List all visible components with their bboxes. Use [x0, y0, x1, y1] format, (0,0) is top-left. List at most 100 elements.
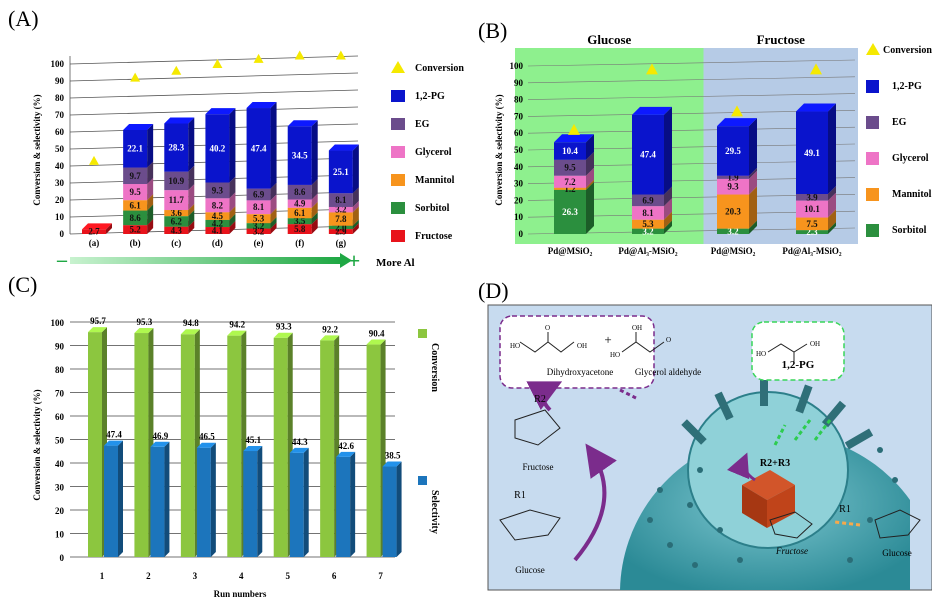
- y-tick-c-6: 60: [55, 412, 65, 422]
- bar-c-2-1-side: [210, 442, 216, 557]
- bar-a-4-5-side: [270, 102, 277, 189]
- panel-c-bars: 95.7 47.4 95.3 46.9 94.8 46.5 94.2 45.1 93.3 44.3…: [88, 316, 402, 557]
- bar-a-3-1-front: [205, 219, 230, 228]
- bar-b-0-0-front: [554, 189, 586, 234]
- bar-a-1-2-side: [147, 194, 154, 211]
- label-b-1-4: 47.4: [640, 150, 656, 160]
- y-tick-4: 40: [55, 161, 65, 171]
- panel-a-bars: 2.7 5.2 8.6 6.1 9.5 9.7 22.1 4.36.23.6 11.7 10.9 2…: [82, 102, 359, 237]
- conversion-marker-a-3: [212, 59, 223, 68]
- bar-b-2-2-side: [749, 170, 757, 195]
- bar-a-1-1-side: [147, 204, 154, 226]
- bar-a-4-3-side: [270, 194, 277, 215]
- legend-a-marker-0: [391, 61, 405, 73]
- panel-b-bars: 26.31.27.29.510.43.25.38.16.947.43.220.3…: [554, 103, 836, 237]
- bar-a-4-2-side: [270, 208, 277, 224]
- propanediol-structure: [767, 343, 808, 362]
- bar-a-3-2-front: [205, 212, 230, 220]
- label-b-2-3: 1.9: [727, 172, 739, 182]
- panel-b-letter: (B): [478, 18, 507, 43]
- label-b-2-4: 29.5: [725, 146, 741, 156]
- label-a-4-0: 3.2: [253, 226, 265, 236]
- bar-a-2-3-front: [164, 190, 189, 211]
- bar-b-3-4-front: [796, 111, 828, 195]
- bar-a-6-1-side: [352, 219, 359, 230]
- group-label-fructose: Fructose: [757, 32, 806, 47]
- label-a-3-5: 40.2: [210, 143, 226, 153]
- label-b-1-1: 5.3: [642, 219, 654, 229]
- bar-b-2-4-front: [717, 126, 749, 176]
- fructose-ring-left: [514, 409, 561, 446]
- bar-a-5-4-front: [287, 184, 312, 200]
- bar-a-2-0-front: [164, 226, 189, 234]
- label-a-5-1: 3.5: [294, 216, 306, 226]
- x-tick-b-3: Pd@Al₃-MSiO₂: [782, 246, 842, 256]
- bar-b-2-0-front: [717, 228, 749, 234]
- bar-a-6-4-side: [352, 187, 359, 207]
- y-tick-c-1: 10: [55, 530, 65, 540]
- bar-a-0-0-side: [106, 223, 112, 234]
- legend-a-label-0: Conversion: [415, 63, 464, 74]
- label-a-1-4: 9.7: [130, 171, 142, 181]
- conversion-marker-b-3: [810, 63, 822, 75]
- bar-c-0-1-top: [104, 440, 123, 446]
- bar-a-6-4-front: [328, 193, 353, 207]
- bar-a-2-5-side: [188, 117, 195, 172]
- label-a-5-5: 34.5: [292, 151, 308, 161]
- bar-c-6-1-side: [396, 461, 402, 557]
- bar-c-4-1-front: [289, 452, 304, 557]
- bar-a-6-0-front: [328, 229, 353, 234]
- bar-c-2-0-top: [180, 329, 200, 335]
- plus-sign: +: [348, 248, 361, 273]
- o-label-1: O: [545, 324, 550, 332]
- bar-a-2-5-front: [164, 123, 189, 172]
- plus-label: +: [604, 332, 611, 347]
- bar-a-3-3-side: [229, 192, 236, 213]
- x-tick-a-4: (e): [254, 238, 264, 248]
- y-tick-b-3: 30: [514, 179, 524, 189]
- bar-c-2-0-front: [180, 334, 195, 557]
- label-a-3-2: 4.5: [212, 211, 224, 221]
- gridline-9: [69, 72, 359, 82]
- legend-b-label-5: Sorbitol: [892, 225, 927, 236]
- legend-a-label-5: Sorbitol: [415, 203, 450, 214]
- bar-b-2-1-front: [717, 194, 749, 229]
- bar-c-5-1-side: [350, 451, 356, 557]
- legend-a-label-4: Mannitol: [415, 175, 455, 186]
- label-b-1-0: 3.2: [642, 226, 654, 236]
- legend-a-label-6: Fructose: [415, 231, 453, 242]
- label-a-2-3: 11.7: [169, 195, 185, 205]
- bar-a-4-1-side: [270, 217, 277, 229]
- bar-a-4-5-top: [246, 102, 277, 109]
- bar-b-3-1-front: [796, 217, 828, 231]
- bar-b-0-2-side: [586, 167, 594, 188]
- bar-b-1-2-front: [632, 206, 664, 220]
- panel-b-legend: Conversion 1,2-PG EG Glycerol Mannitol Sorbit…: [866, 43, 932, 237]
- bar-a-3-4-side: [229, 176, 236, 199]
- o-label-2: O: [666, 336, 671, 344]
- y-tick-c-10: 100: [51, 318, 65, 328]
- label-c-5-1: 42.6: [338, 441, 354, 451]
- legend-a-label-2: EG: [415, 119, 430, 130]
- label-c-2-1: 46.5: [199, 432, 215, 442]
- bar-a-3-4-front: [205, 182, 230, 199]
- y-tick-b-5: 50: [514, 145, 524, 155]
- label-a-6-3: 3.2: [335, 205, 347, 215]
- legend-b-marker-0: [866, 43, 880, 55]
- label-a-3-4: 9.3: [212, 185, 224, 195]
- y-tick-b-0: 0: [519, 229, 524, 239]
- bar-b-1-4-top: [632, 106, 672, 115]
- panel-c: (C) 0 10 20 30 40 50 60 70 80 90 100 95.7 47.4 95.3 4…: [8, 272, 440, 599]
- bar-b-0-2-front: [554, 175, 586, 188]
- bar-b-0-4: [554, 134, 594, 160]
- bar-a-4-4-front: [246, 188, 271, 201]
- bar-b-0-3-front: [554, 159, 586, 176]
- bar-a-3-5-front: [205, 114, 230, 183]
- gridline-b-9: [527, 76, 856, 84]
- y-tick-b-4: 40: [514, 162, 524, 172]
- panel-a-letter: (A): [8, 6, 39, 31]
- bar-a-2-4-side: [188, 165, 195, 191]
- bar-a-5-5-top: [287, 120, 318, 127]
- bar-a-6-1-front: [328, 225, 353, 230]
- legend-c-label-0: Conversion: [429, 343, 440, 392]
